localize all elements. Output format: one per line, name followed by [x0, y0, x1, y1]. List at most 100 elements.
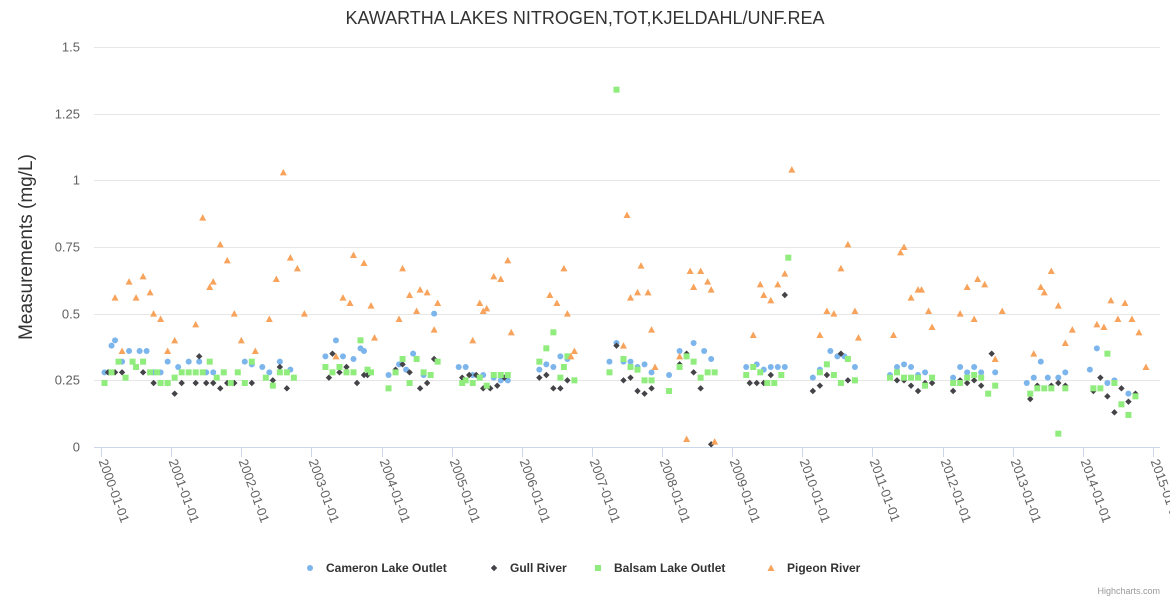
data-point [1030, 374, 1037, 381]
data-point [367, 302, 375, 309]
data-point [644, 288, 652, 296]
data-point [563, 310, 571, 317]
data-point [1100, 323, 1108, 330]
data-point [886, 374, 893, 381]
data-point [809, 374, 816, 381]
data-point [977, 382, 985, 389]
data-point [823, 361, 830, 368]
data-point [767, 296, 775, 304]
data-point [925, 307, 933, 314]
legend-item[interactable]: Pigeon River [767, 561, 861, 575]
data-point [648, 326, 656, 333]
data-point [192, 369, 199, 376]
data-point [462, 377, 469, 384]
data-point [360, 371, 368, 379]
data-point [964, 369, 971, 376]
data-point [416, 385, 424, 392]
data-point [427, 372, 434, 378]
data-point [851, 377, 858, 384]
data-point [399, 361, 406, 368]
data-point [210, 369, 217, 376]
x-tick-label: 2014-01-01 [1078, 457, 1115, 525]
data-point [276, 358, 283, 365]
data-point [1107, 296, 1115, 304]
data-point [195, 353, 203, 360]
x-tick-label: 2000-01-01 [96, 457, 133, 525]
data-point [272, 275, 280, 282]
y-tick-label: 0.5 [62, 307, 80, 322]
y-tick-label: 1 [73, 173, 80, 188]
data-point [112, 337, 119, 344]
data-point [619, 342, 627, 349]
legend-item[interactable]: Cameron Lake Outlet [307, 561, 447, 575]
data-point [361, 348, 368, 354]
data-point [329, 350, 336, 357]
data-point [459, 380, 466, 386]
data-point [332, 352, 340, 360]
data-point [781, 364, 788, 370]
data-point [1048, 385, 1055, 392]
data-point [210, 379, 217, 387]
data-point [711, 369, 718, 376]
data-point [1135, 328, 1143, 336]
data-point [901, 361, 908, 368]
data-point [230, 310, 238, 317]
data-point [1037, 283, 1045, 290]
credits-link[interactable]: Highcharts.com [1097, 586, 1160, 596]
data-point [1055, 374, 1062, 381]
data-point [1055, 379, 1062, 387]
data-point [816, 331, 824, 338]
data-point [220, 369, 227, 376]
data-point [406, 369, 413, 376]
data-point [494, 382, 501, 389]
data-point [560, 364, 567, 370]
data-point [140, 358, 147, 365]
data-point [262, 374, 269, 381]
data-point [329, 369, 336, 376]
data-point [922, 382, 929, 389]
data-point [136, 348, 143, 354]
data-point [241, 358, 248, 365]
data-point [164, 380, 171, 386]
data-point [276, 369, 283, 376]
data-point [490, 272, 498, 280]
data-point [809, 387, 817, 395]
data-point [431, 310, 438, 317]
data-point [269, 382, 276, 389]
legend-item[interactable]: Gull River [490, 561, 567, 575]
data-point [971, 364, 978, 370]
data-point [778, 372, 785, 378]
data-point [192, 379, 199, 387]
data-point [707, 286, 715, 293]
data-point [928, 379, 936, 387]
data-point [757, 369, 764, 376]
data-point [157, 380, 164, 386]
data-point [469, 372, 476, 378]
data-point [1062, 385, 1069, 392]
data-point [651, 363, 659, 370]
x-tick-label: 2002-01-01 [236, 457, 273, 525]
data-point [357, 337, 364, 344]
data-point [957, 380, 964, 386]
data-point [122, 374, 129, 381]
data-point [469, 380, 476, 386]
data-point [536, 358, 543, 365]
data-point [251, 347, 259, 354]
data-point [434, 358, 441, 365]
legend-item[interactable]: Balsam Lake Outlet [595, 561, 725, 575]
data-point [146, 288, 154, 296]
data-point [908, 364, 915, 370]
data-point [343, 363, 350, 371]
data-point [227, 380, 234, 386]
data-point [385, 385, 392, 392]
data-point [171, 336, 179, 344]
legend-label: Pigeon River [787, 561, 861, 575]
data-point [844, 240, 852, 248]
data-point [108, 369, 115, 376]
data-point [276, 363, 284, 371]
data-point [469, 336, 477, 344]
legend: Cameron Lake Outlet Gull River Balsam Lake… [307, 561, 861, 575]
data-point [416, 286, 424, 293]
data-point [1023, 380, 1030, 386]
data-point [248, 379, 255, 387]
